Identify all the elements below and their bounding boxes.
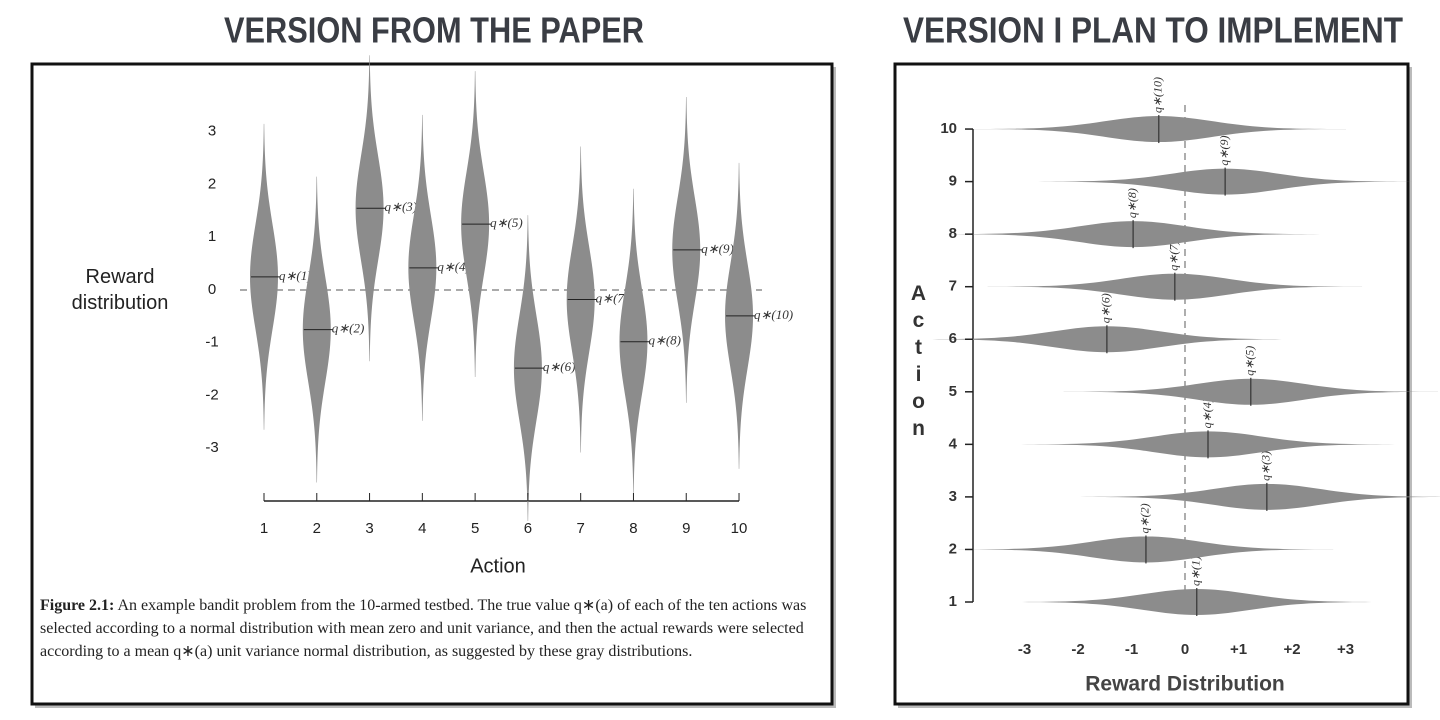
x-tick-label: 7 [577, 520, 585, 537]
x-axis-title: Action [470, 555, 526, 577]
mean-label: q∗(8) [648, 333, 681, 348]
x-tick-label: 4 [418, 520, 426, 537]
y-tick-label: 8 [949, 225, 957, 242]
caption-label: Figure 2.1: [40, 597, 115, 614]
mean-label: q∗(4) [1200, 398, 1214, 428]
mean-label: q∗(9) [701, 241, 734, 256]
y-tick-label: 6 [949, 330, 957, 347]
violin [1079, 483, 1440, 510]
x-axis-title: Reward Distribution [1085, 673, 1285, 696]
x-tick-label: -2 [1071, 641, 1084, 658]
y-tick-label: 1 [949, 593, 957, 610]
x-tick-label: -1 [1125, 641, 1138, 658]
x-tick-label: 0 [1181, 641, 1189, 658]
y-tick-label: -3 [205, 439, 218, 456]
mean-label: q∗(10) [1151, 77, 1165, 113]
y-tick-label: 10 [940, 120, 957, 137]
y-tick-label: 3 [949, 488, 957, 505]
mean-label: q∗(5) [490, 215, 523, 230]
y-tick-label: 9 [949, 173, 957, 190]
y-tick-label: 0 [208, 281, 216, 298]
mean-label: q∗(9) [1217, 136, 1231, 166]
mean-label: q∗(7) [596, 290, 629, 305]
caption-text: An example bandit problem from the 10-ar… [40, 597, 807, 660]
y-tick-label: -2 [205, 386, 218, 403]
mean-label: q∗(6) [543, 359, 576, 374]
y-tick-label: 1 [208, 228, 216, 245]
mean-label: q∗(8) [1125, 188, 1139, 218]
x-tick-label: -3 [1018, 641, 1031, 658]
y-axis-title: Action [907, 282, 930, 444]
mean-label: q∗(3) [1259, 451, 1273, 481]
heading: VERSION FROM THE PAPER [224, 10, 644, 51]
mean-label: q∗(4) [437, 259, 470, 274]
x-tick-label: +1 [1230, 641, 1247, 658]
y-tick-label: 2 [208, 175, 216, 192]
y-tick-label: 4 [949, 435, 958, 452]
x-tick-label: 6 [524, 520, 532, 537]
x-tick-label: 9 [682, 520, 690, 537]
x-tick-label: 3 [365, 520, 373, 537]
panel [30, 62, 834, 706]
mean-label: q∗(10) [754, 307, 793, 322]
x-tick-label: +2 [1283, 641, 1300, 658]
heading: VERSION I PLAN TO IMPLEMENT [903, 10, 1403, 51]
y-tick-label: -1 [205, 334, 218, 351]
y-tick-label: 2 [949, 540, 957, 557]
mean-label: q∗(2) [332, 321, 365, 336]
x-tick-label: 1 [260, 520, 268, 537]
mean-label: q∗(1) [279, 268, 312, 283]
mean-label: q∗(6) [1099, 293, 1113, 323]
y-tick-label: 5 [949, 383, 957, 400]
y-tick-label: 3 [208, 123, 216, 140]
x-tick-label: 5 [471, 520, 479, 537]
y-axis-title: Reward distribution [71, 266, 169, 314]
x-tick-label: 2 [313, 520, 321, 537]
caption: Figure 2.1: An example bandit problem fr… [40, 594, 830, 663]
mean-label: q∗(7) [1167, 241, 1181, 271]
mean-label: q∗(1) [1189, 556, 1203, 586]
y-tick-label: 7 [949, 278, 957, 295]
x-tick-label: 10 [731, 520, 748, 537]
mean-label: q∗(5) [1243, 346, 1257, 376]
mean-label: q∗(3) [385, 199, 418, 214]
x-tick-label: +3 [1337, 641, 1354, 658]
x-tick-label: 8 [629, 520, 637, 537]
mean-label: q∗(2) [1138, 503, 1152, 533]
